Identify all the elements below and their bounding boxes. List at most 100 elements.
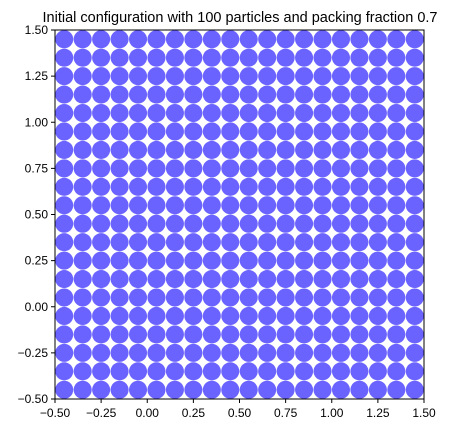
particle [313, 306, 332, 326]
particle [331, 362, 351, 381]
particle [221, 306, 240, 326]
particle [202, 177, 221, 196]
particle [350, 233, 369, 252]
particle [350, 196, 369, 215]
particle [295, 67, 314, 86]
particle [55, 196, 74, 215]
particle [331, 140, 351, 159]
particle [110, 233, 129, 252]
particle [239, 122, 258, 141]
particle [147, 251, 166, 270]
particle [165, 233, 184, 252]
particle [405, 343, 424, 362]
particle [295, 288, 314, 307]
particle [165, 30, 184, 49]
particle [221, 103, 240, 123]
particle [202, 214, 221, 233]
particle [221, 140, 240, 159]
particle [368, 177, 387, 196]
particle [55, 214, 74, 233]
particle [92, 196, 111, 215]
particle [350, 48, 369, 67]
particle [128, 196, 148, 215]
particle [368, 325, 387, 344]
particle [295, 140, 314, 159]
particle [202, 196, 221, 215]
particle [73, 85, 92, 104]
particle [110, 214, 129, 233]
particle [128, 122, 148, 141]
particle [331, 233, 351, 252]
particle [368, 288, 387, 307]
particle [73, 140, 92, 159]
particle [239, 380, 258, 399]
particle [55, 362, 74, 381]
particle [128, 270, 148, 289]
particle [258, 85, 277, 104]
particle [55, 380, 74, 399]
particle [313, 85, 332, 104]
particle [165, 196, 184, 215]
particle [221, 325, 240, 344]
particle [92, 85, 111, 104]
particle [331, 159, 351, 178]
particle [73, 362, 92, 381]
particle [276, 48, 295, 67]
particle [128, 140, 148, 159]
particle [258, 177, 277, 196]
particle [221, 214, 240, 233]
particle [128, 362, 148, 381]
particle [55, 288, 74, 307]
particle [221, 380, 240, 399]
particle [350, 30, 369, 49]
particle [73, 233, 92, 252]
particle [221, 343, 240, 362]
particle [387, 270, 406, 289]
particle [405, 325, 424, 344]
particle [147, 380, 166, 399]
particle [128, 251, 148, 270]
particle [128, 85, 148, 104]
particle [165, 48, 184, 67]
particle [184, 362, 203, 381]
particle [350, 270, 369, 289]
particle [202, 270, 221, 289]
particle [128, 67, 148, 86]
particle [165, 362, 184, 381]
particle [295, 48, 314, 67]
particle [184, 343, 203, 362]
particle [165, 306, 184, 326]
particle [295, 270, 314, 289]
particle [239, 177, 258, 196]
particle [239, 67, 258, 86]
particle [239, 288, 258, 307]
particle [165, 288, 184, 307]
particle [313, 270, 332, 289]
particle [165, 177, 184, 196]
particle [368, 67, 387, 86]
particle [110, 251, 129, 270]
particle [368, 196, 387, 215]
particle [331, 343, 351, 362]
particle [110, 325, 129, 344]
particle [147, 103, 166, 123]
plot-area [55, 30, 424, 399]
particle [73, 122, 92, 141]
particle [147, 122, 166, 141]
particle [387, 251, 406, 270]
particle [110, 177, 129, 196]
particle [331, 67, 351, 86]
particle [405, 159, 424, 178]
particle [128, 103, 148, 123]
particle [221, 85, 240, 104]
particle [239, 48, 258, 67]
particle [92, 233, 111, 252]
particle [147, 325, 166, 344]
particle [128, 343, 148, 362]
particle [276, 233, 295, 252]
particle [128, 325, 148, 344]
particle [295, 103, 314, 123]
particle [350, 288, 369, 307]
particle [258, 270, 277, 289]
particle [258, 48, 277, 67]
